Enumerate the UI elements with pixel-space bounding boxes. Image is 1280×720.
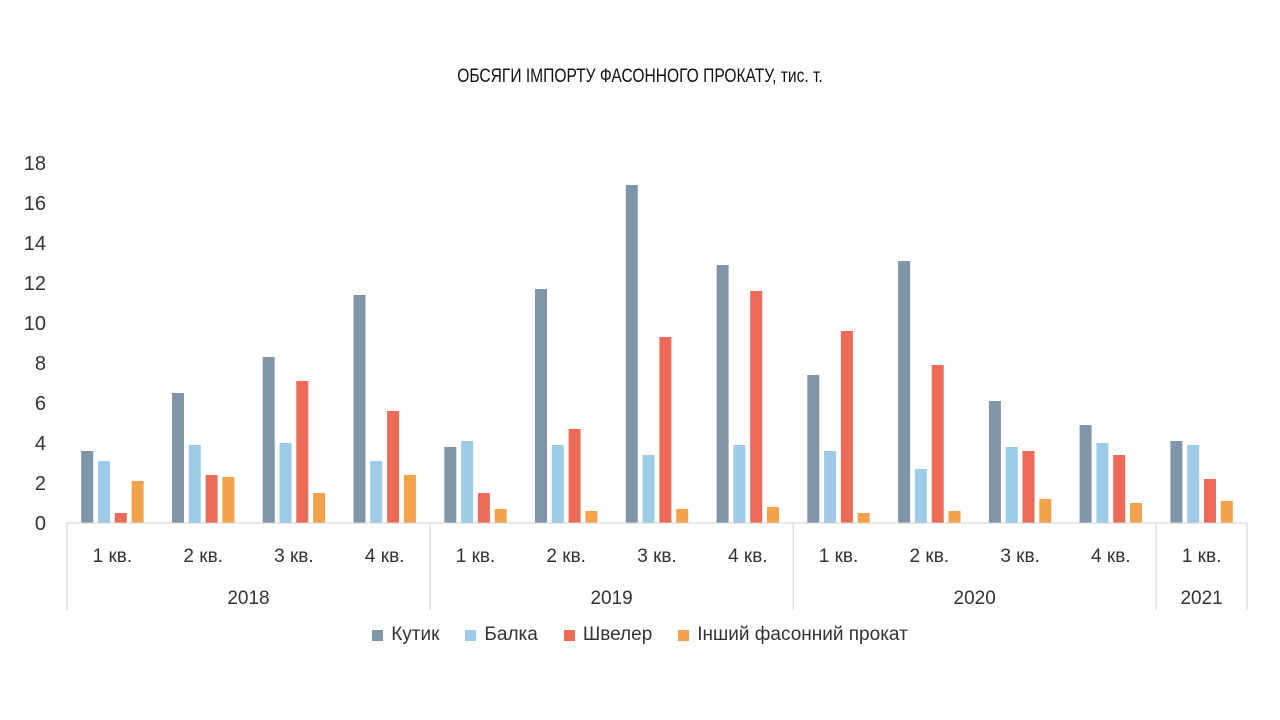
- bar: [296, 381, 309, 523]
- x-tick-label: 4 кв.: [365, 546, 405, 567]
- bar: [370, 461, 383, 523]
- bar: [1096, 443, 1109, 523]
- chart-title: ОБСЯГИ ІМПОРТУ ФАСОННОГО ПРОКАТУ, тис. т…: [457, 66, 823, 87]
- bar: [1079, 425, 1092, 523]
- legend-label: Балка: [484, 624, 538, 645]
- bar: [1039, 499, 1052, 523]
- group-label: 2018: [227, 588, 269, 609]
- y-tick-label: 4: [35, 433, 46, 455]
- y-tick-label: 12: [24, 273, 46, 295]
- bar: [1204, 479, 1216, 523]
- bar: [840, 331, 853, 523]
- bar: [444, 447, 457, 523]
- bar: [188, 445, 201, 523]
- bar: [1005, 447, 1018, 523]
- group-label: 2019: [590, 588, 632, 609]
- bar: [131, 481, 144, 523]
- bar: [172, 393, 184, 523]
- x-tick-label: 3 кв.: [1000, 546, 1040, 567]
- bar: [716, 265, 729, 523]
- x-tick-label: 1 кв.: [456, 546, 496, 567]
- bar: [659, 337, 672, 523]
- bar: [988, 401, 1001, 523]
- y-tick-label: 14: [24, 233, 46, 255]
- bars: [81, 185, 1233, 523]
- bar: [568, 429, 581, 523]
- x-tick-label: 1 кв.: [1182, 546, 1222, 567]
- bar: [948, 511, 961, 523]
- y-tick-label: 10: [24, 313, 46, 335]
- legend-item: Балка: [465, 624, 538, 646]
- bar: [750, 291, 763, 523]
- legend-item: Інший фасонний прокат: [678, 624, 908, 646]
- y-tick-label: 16: [24, 193, 46, 215]
- bar: [767, 507, 779, 523]
- legend-label: Кутик: [391, 624, 440, 645]
- bar: [403, 475, 416, 523]
- bar: [387, 411, 400, 523]
- x-tick-label: 1 кв.: [93, 546, 133, 567]
- legend-label: Інший фасонний прокат: [697, 624, 908, 645]
- x-tick-label: 1 кв.: [819, 546, 859, 567]
- bar: [98, 461, 110, 523]
- y-tick-label: 2: [35, 473, 46, 495]
- bar: [222, 477, 235, 523]
- bar: [914, 469, 927, 523]
- group-label: 2020: [954, 588, 996, 609]
- bar: [1220, 501, 1233, 523]
- bar: [625, 185, 638, 523]
- bar: [676, 509, 689, 523]
- bar: [733, 445, 746, 523]
- bar: [807, 375, 820, 523]
- bar: [477, 493, 490, 523]
- bar: [931, 365, 944, 523]
- y-tick-label: 0: [35, 513, 46, 535]
- bar: [114, 513, 127, 523]
- legend-swatch: [372, 629, 384, 641]
- bar: [1113, 455, 1126, 523]
- bar: [642, 455, 655, 523]
- x-axis: 1 кв. 2 кв. 3 кв. 4 кв. 1 кв. 2 кв. 3 кв. 4 кв.…: [66, 522, 1248, 610]
- bar: [461, 441, 474, 523]
- legend-swatch: [563, 629, 575, 641]
- legend-swatch: [678, 629, 690, 641]
- legend: Кутик Балка Швелер Інший фасонний прокат: [0, 624, 1280, 646]
- bar: [551, 445, 564, 523]
- legend-swatch: [465, 629, 477, 641]
- x-tick-label: 2 кв.: [910, 546, 950, 567]
- bar: [262, 357, 275, 523]
- y-tick-label: 18: [24, 153, 46, 175]
- bar: [494, 509, 507, 523]
- bar: [1187, 445, 1200, 523]
- x-tick-label: 2 кв.: [183, 546, 223, 567]
- bar: [279, 443, 292, 523]
- y-tick-label: 6: [35, 393, 46, 415]
- bar: [1022, 451, 1035, 523]
- x-tick-label: 4 кв.: [728, 546, 768, 567]
- bar: [535, 289, 547, 523]
- bar: [81, 451, 94, 523]
- bar: [1130, 503, 1142, 523]
- x-tick-label: 3 кв.: [274, 546, 314, 567]
- x-tick-label: 3 кв.: [637, 546, 677, 567]
- legend-item: Швелер: [563, 624, 653, 646]
- legend-label: Швелер: [582, 624, 653, 645]
- x-tick-label: 2 кв.: [546, 546, 586, 567]
- bar: [353, 295, 366, 523]
- y-tick-label: 8: [35, 353, 46, 375]
- bar: [205, 475, 218, 523]
- y-axis: 0 2 4 6 8 10 12 14 16 18: [24, 153, 46, 535]
- group-label: 2021: [1180, 588, 1222, 609]
- bar: [824, 451, 837, 523]
- bar: [313, 493, 326, 523]
- bar: [1170, 441, 1183, 523]
- bar: [898, 261, 911, 523]
- bar: [585, 511, 598, 523]
- bar: [857, 513, 870, 523]
- x-tick-label: 4 кв.: [1091, 546, 1131, 567]
- legend-item: Кутик: [372, 624, 439, 646]
